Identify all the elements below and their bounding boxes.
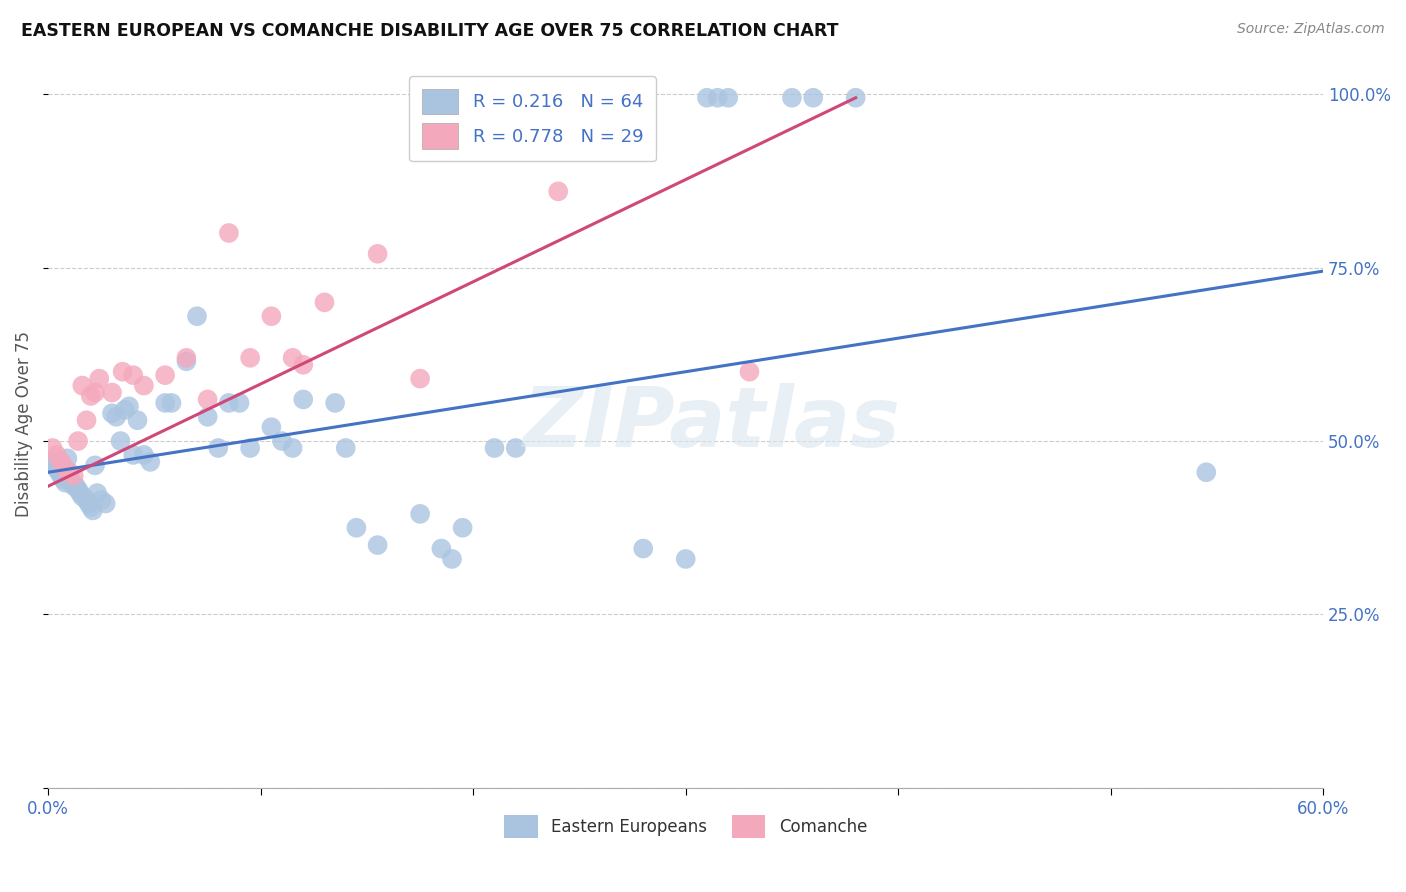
- Y-axis label: Disability Age Over 75: Disability Age Over 75: [15, 331, 32, 516]
- Point: [86, 486, 108, 500]
- Point: [72, 490, 94, 504]
- Point: [218, 226, 240, 240]
- Point: [207, 441, 229, 455]
- Point: [132, 448, 155, 462]
- Point: [430, 541, 453, 556]
- Point: [260, 420, 283, 434]
- Point: [76, 413, 98, 427]
- Point: [45, 448, 67, 462]
- Legend: Eastern Europeans, Comanche: Eastern Europeans, Comanche: [498, 808, 873, 845]
- Point: [176, 354, 198, 368]
- Point: [41, 441, 63, 455]
- Point: [80, 389, 103, 403]
- Point: [110, 434, 132, 448]
- Point: [292, 392, 315, 407]
- Point: [52, 472, 75, 486]
- Point: [717, 91, 740, 105]
- Point: [281, 441, 304, 455]
- Point: [44, 458, 66, 473]
- Point: [239, 351, 262, 365]
- Point: [122, 368, 145, 383]
- Point: [505, 441, 527, 455]
- Point: [197, 392, 219, 407]
- Point: [65, 479, 87, 493]
- Point: [176, 351, 198, 365]
- Point: [94, 496, 117, 510]
- Point: [845, 91, 868, 105]
- Point: [105, 409, 128, 424]
- Point: [314, 295, 336, 310]
- Point: [53, 462, 76, 476]
- Point: [153, 368, 176, 383]
- Point: [323, 396, 346, 410]
- Point: [367, 538, 389, 552]
- Point: [160, 396, 183, 410]
- Point: [56, 451, 79, 466]
- Text: EASTERN EUROPEAN VS COMANCHE DISABILITY AGE OVER 75 CORRELATION CHART: EASTERN EUROPEAN VS COMANCHE DISABILITY …: [21, 22, 838, 40]
- Point: [80, 500, 103, 514]
- Point: [101, 406, 124, 420]
- Point: [122, 448, 145, 462]
- Point: [60, 475, 83, 490]
- Point: [62, 468, 84, 483]
- Point: [84, 385, 107, 400]
- Point: [118, 400, 141, 414]
- Point: [696, 91, 718, 105]
- Point: [218, 396, 240, 410]
- Text: Source: ZipAtlas.com: Source: ZipAtlas.com: [1237, 22, 1385, 37]
- Point: [49, 455, 72, 469]
- Point: [101, 385, 124, 400]
- Point: [344, 521, 367, 535]
- Point: [89, 371, 111, 385]
- Point: [82, 503, 104, 517]
- Point: [292, 358, 315, 372]
- Point: [111, 365, 134, 379]
- Point: [239, 441, 262, 455]
- Point: [738, 365, 761, 379]
- Point: [281, 351, 304, 365]
- Point: [631, 541, 654, 556]
- Point: [53, 475, 76, 490]
- Point: [153, 396, 176, 410]
- Point: [484, 441, 506, 455]
- Point: [409, 507, 432, 521]
- Point: [675, 552, 697, 566]
- Text: ZIPatlas: ZIPatlas: [522, 384, 900, 464]
- Point: [72, 378, 94, 392]
- Point: [62, 479, 84, 493]
- Point: [186, 310, 208, 324]
- Point: [260, 310, 283, 324]
- Point: [84, 458, 107, 473]
- Point: [48, 465, 70, 479]
- Point: [139, 455, 162, 469]
- Point: [49, 468, 72, 483]
- Point: [780, 91, 803, 105]
- Point: [76, 493, 98, 508]
- Point: [127, 413, 149, 427]
- Point: [440, 552, 463, 566]
- Point: [547, 185, 569, 199]
- Point: [66, 483, 89, 497]
- Point: [66, 434, 89, 448]
- Point: [409, 371, 432, 385]
- Point: [801, 91, 824, 105]
- Point: [228, 396, 250, 410]
- Point: [41, 455, 63, 469]
- Point: [58, 465, 80, 479]
- Point: [45, 462, 67, 476]
- Point: [114, 402, 136, 417]
- Point: [271, 434, 294, 448]
- Point: [90, 493, 112, 508]
- Point: [335, 441, 357, 455]
- Point: [69, 486, 91, 500]
- Point: [451, 521, 474, 535]
- Point: [706, 91, 728, 105]
- Point: [1195, 465, 1218, 479]
- Point: [197, 409, 219, 424]
- Point: [58, 468, 80, 483]
- Point: [77, 496, 100, 510]
- Point: [132, 378, 155, 392]
- Point: [367, 247, 389, 261]
